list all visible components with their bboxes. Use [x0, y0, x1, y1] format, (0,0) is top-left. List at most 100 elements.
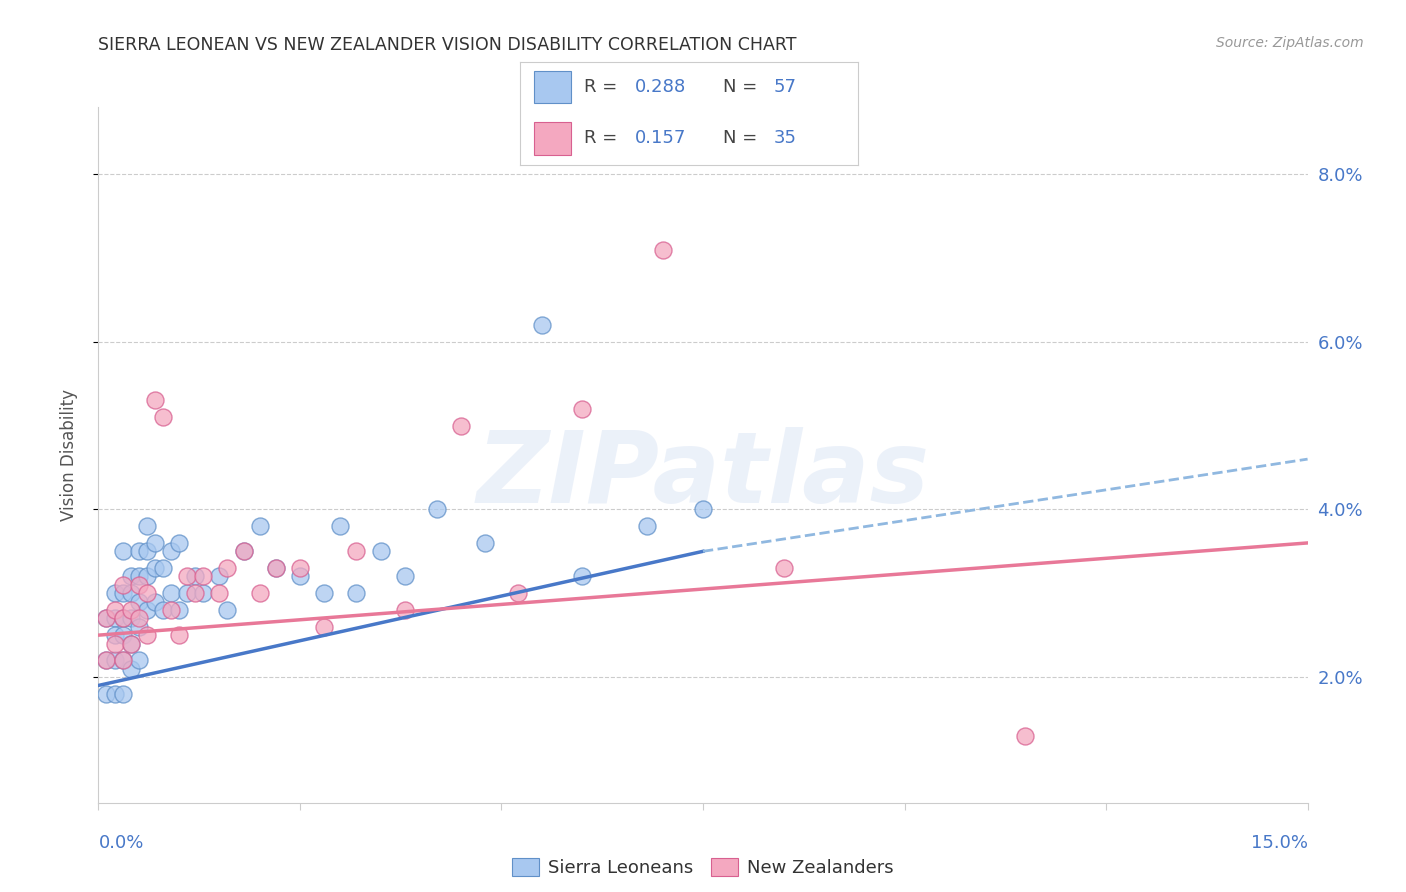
Point: [111, 628, 134, 642]
Point: [120, 569, 142, 583]
Point: [167, 628, 190, 642]
Point: [128, 569, 150, 583]
Point: [103, 687, 125, 701]
Point: [288, 561, 311, 575]
Point: [176, 586, 198, 600]
Bar: [534, 122, 571, 155]
Point: [314, 620, 336, 634]
Point: [135, 544, 157, 558]
Point: [184, 569, 207, 583]
Point: [314, 586, 336, 600]
Point: [474, 536, 496, 550]
Point: [530, 318, 553, 332]
Point: [176, 569, 198, 583]
Text: SIERRA LEONEAN VS NEW ZEALANDER VISION DISABILITY CORRELATION CHART: SIERRA LEONEAN VS NEW ZEALANDER VISION D…: [98, 36, 797, 54]
Point: [232, 544, 254, 558]
Point: [249, 519, 271, 533]
Point: [217, 561, 239, 575]
Text: 35: 35: [773, 129, 796, 147]
Point: [288, 569, 311, 583]
Point: [103, 586, 125, 600]
Point: [120, 636, 142, 650]
Point: [111, 653, 134, 667]
Point: [111, 544, 134, 558]
Point: [111, 611, 134, 625]
Point: [772, 561, 794, 575]
Point: [103, 653, 125, 667]
Point: [571, 401, 593, 416]
Point: [111, 653, 134, 667]
Point: [160, 544, 183, 558]
Text: R =: R =: [585, 78, 617, 96]
Point: [120, 636, 142, 650]
Point: [249, 586, 271, 600]
Point: [120, 586, 142, 600]
Point: [208, 586, 231, 600]
Point: [135, 603, 157, 617]
Point: [152, 561, 174, 575]
Point: [1014, 729, 1036, 743]
Y-axis label: Vision Disability: Vision Disability: [59, 389, 77, 521]
Point: [167, 603, 190, 617]
Text: ZIPatlas: ZIPatlas: [477, 427, 929, 524]
Point: [128, 611, 150, 625]
Point: [370, 544, 392, 558]
Point: [394, 569, 416, 583]
Point: [264, 561, 287, 575]
Point: [152, 410, 174, 425]
Text: 15.0%: 15.0%: [1250, 834, 1308, 852]
Point: [111, 687, 134, 701]
Point: [96, 653, 118, 667]
Point: [394, 603, 416, 617]
Point: [120, 603, 142, 617]
Point: [692, 502, 714, 516]
Point: [111, 611, 134, 625]
Point: [160, 603, 183, 617]
Point: [96, 687, 118, 701]
Point: [636, 519, 658, 533]
Text: 57: 57: [773, 78, 796, 96]
Point: [135, 519, 157, 533]
Text: 0.157: 0.157: [636, 129, 686, 147]
Text: N =: N =: [723, 129, 756, 147]
Bar: [534, 70, 571, 103]
Text: 0.0%: 0.0%: [98, 834, 143, 852]
Point: [103, 611, 125, 625]
Point: [344, 544, 367, 558]
Point: [135, 628, 157, 642]
Point: [143, 536, 166, 550]
Point: [264, 561, 287, 575]
Point: [111, 586, 134, 600]
Point: [344, 586, 367, 600]
Point: [217, 603, 239, 617]
Point: [184, 586, 207, 600]
Text: N =: N =: [723, 78, 756, 96]
Text: 0.288: 0.288: [636, 78, 686, 96]
Point: [450, 418, 472, 433]
Point: [571, 569, 593, 583]
Point: [103, 603, 125, 617]
Text: Source: ZipAtlas.com: Source: ZipAtlas.com: [1216, 36, 1364, 50]
Point: [128, 544, 150, 558]
Point: [135, 569, 157, 583]
Point: [111, 578, 134, 592]
Point: [193, 569, 215, 583]
Point: [96, 611, 118, 625]
Legend: Sierra Leoneans, New Zealanders: Sierra Leoneans, New Zealanders: [505, 850, 901, 884]
Point: [143, 561, 166, 575]
Point: [120, 662, 142, 676]
Point: [103, 628, 125, 642]
Point: [143, 393, 166, 408]
Point: [232, 544, 254, 558]
Point: [506, 586, 529, 600]
Point: [329, 519, 352, 533]
Point: [128, 578, 150, 592]
Point: [208, 569, 231, 583]
Point: [651, 243, 673, 257]
Point: [120, 611, 142, 625]
Point: [167, 536, 190, 550]
Point: [426, 502, 449, 516]
Point: [135, 586, 157, 600]
Point: [128, 594, 150, 608]
Point: [152, 603, 174, 617]
